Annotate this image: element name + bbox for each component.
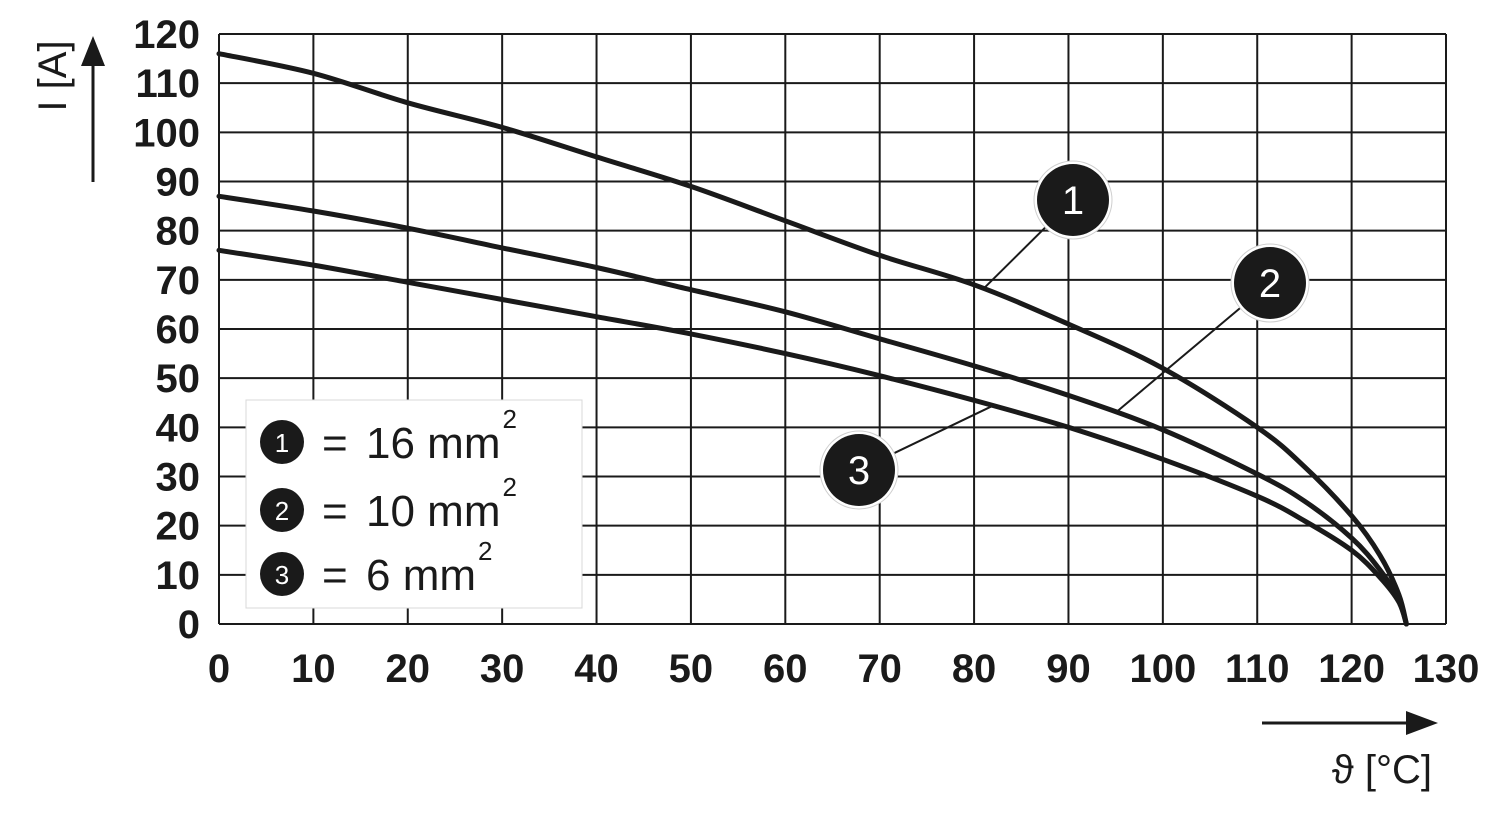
callout-2-badge-number: 2: [1259, 262, 1281, 306]
x-tick-label: 50: [669, 647, 714, 691]
legend-3-badge: 3: [260, 552, 304, 596]
y-tick-labels: 0 10 20 30 40 50 60 70 80 90 100 110 120: [133, 13, 200, 647]
y-axis-arrow-head: [81, 36, 105, 66]
x-tick-label: 90: [1046, 647, 1091, 691]
legend-3-equals: =: [322, 551, 348, 600]
callout-3-badge: 3: [819, 430, 899, 510]
x-tick-label: 80: [952, 647, 997, 691]
x-tick-label: 60: [763, 647, 808, 691]
legend-2-badge-number: 2: [275, 496, 289, 526]
x-tick-label: 110: [1225, 647, 1290, 691]
y-tick-label: 70: [156, 259, 201, 303]
x-tick-label: 20: [386, 647, 431, 691]
series-3-line: [216, 247, 1409, 627]
legend-3-badge-disc: [260, 552, 304, 596]
series-1-line: [216, 51, 1409, 627]
callout-2-badge-disc: [1234, 247, 1306, 319]
x-tick-label: 0: [208, 647, 230, 691]
callout-2-leader: [1115, 305, 1244, 414]
x-tick-label: 70: [857, 647, 902, 691]
y-tick-label: 30: [156, 456, 201, 500]
series-2-line: [216, 193, 1409, 627]
legend-1-exponent: 2: [502, 404, 516, 434]
curves: [216, 51, 1409, 627]
y-tick-label: 60: [156, 308, 201, 352]
callout-2-badge: 2: [1230, 243, 1310, 323]
callout-3-leader: [891, 404, 994, 456]
legend-2-badge: 2: [260, 488, 304, 532]
x-axis-label: ϑ [°C]: [1332, 748, 1432, 792]
legend-1-badge: 1: [260, 420, 304, 464]
x-tick-label: 130: [1413, 647, 1480, 691]
y-tick-label: 20: [156, 505, 201, 549]
legend-1-value: 16 mm: [366, 419, 500, 468]
legend-3-badge-number: 3: [275, 560, 289, 590]
y-tick-label: 110: [135, 62, 200, 106]
legend-3-value: 6 mm: [366, 551, 476, 600]
callout-3-badge-disc: [823, 434, 895, 506]
legend-2-value: 10 mm: [366, 487, 500, 536]
x-tick-label: 100: [1129, 647, 1196, 691]
y-tick-label: 80: [156, 210, 201, 254]
x-tick-label: 120: [1318, 647, 1385, 691]
x-tick-label: 30: [480, 647, 525, 691]
callout-3-badge-number: 3: [848, 449, 870, 493]
legend-2-badge-disc: [260, 488, 304, 532]
legend-3-exponent: 2: [478, 536, 492, 566]
x-tick-label: 10: [291, 647, 336, 691]
x-axis-indicator: ϑ [°C]: [1262, 711, 1438, 792]
y-tick-label: 0: [178, 603, 200, 647]
y-tick-label: 120: [133, 13, 200, 57]
callout-1-badge-disc: [1037, 164, 1109, 236]
legend-1-badge-disc: [260, 420, 304, 464]
legend-2-exponent: 2: [502, 472, 516, 502]
callout-1-leader: [982, 224, 1049, 290]
x-tick-label: 40: [574, 647, 619, 691]
y-axis-indicator: I [A]: [31, 36, 105, 182]
y-tick-label: 90: [156, 161, 201, 205]
callout-1-badge: 1: [1033, 160, 1113, 240]
legend-1-equals: =: [322, 419, 348, 468]
y-tick-label: 40: [156, 406, 201, 450]
x-axis-arrow-head: [1406, 711, 1438, 735]
legend: 1 = 16 mm 22 = 10 mm 23 = 6 mm 2: [245, 399, 583, 609]
y-tick-label: 10: [156, 554, 201, 598]
x-tick-labels: 0 10 20 30 40 50 60 70 80 90 100 110 120 130: [208, 647, 1480, 691]
y-tick-label: 50: [156, 357, 201, 401]
callouts: 1 2 3: [819, 160, 1310, 510]
y-axis-label: I [A]: [31, 40, 75, 111]
legend-2-equals: =: [322, 487, 348, 536]
callout-1-badge-number: 1: [1062, 179, 1084, 223]
y-tick-label: 100: [133, 111, 200, 155]
legend-1-badge-number: 1: [275, 428, 289, 458]
